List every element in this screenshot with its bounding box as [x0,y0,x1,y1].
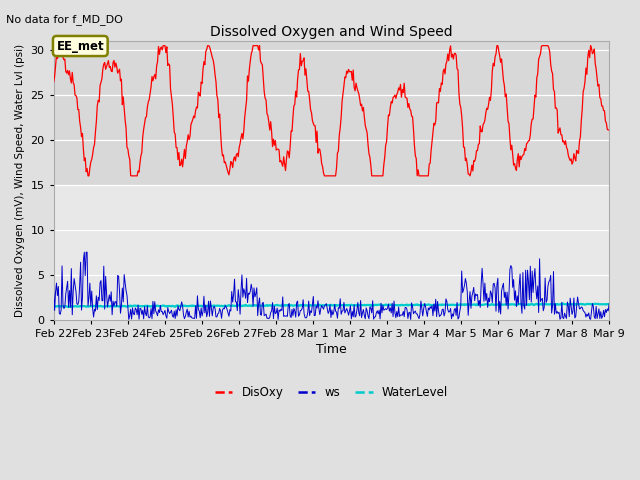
Text: EE_met: EE_met [56,39,104,52]
Bar [54,41,609,185]
Text: No data for f_MD_DO: No data for f_MD_DO [6,14,124,25]
X-axis label: Time: Time [316,343,347,356]
Title: Dissolved Oxygen and Wind Speed: Dissolved Oxygen and Wind Speed [210,24,452,38]
Y-axis label: Dissolved Oxygen (mV), Wind Speed, Water Lvl (psi): Dissolved Oxygen (mV), Wind Speed, Water… [15,44,25,317]
Legend: DisOxy, ws, WaterLevel: DisOxy, ws, WaterLevel [210,381,453,404]
